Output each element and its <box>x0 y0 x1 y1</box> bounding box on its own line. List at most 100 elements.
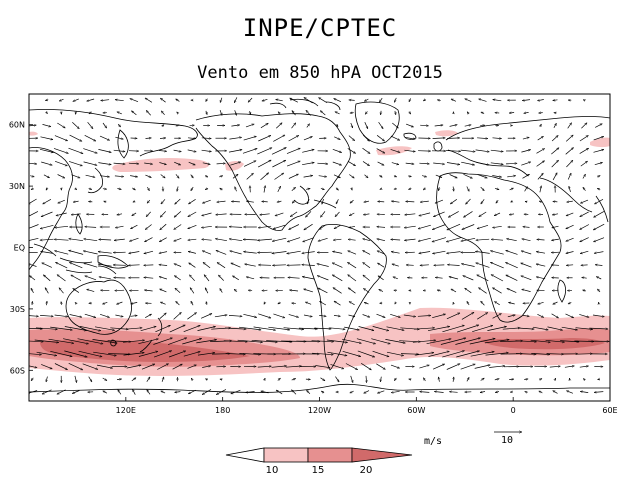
wind-vector <box>73 201 79 202</box>
wind-vector <box>395 110 396 115</box>
wind-vector <box>363 239 371 242</box>
wind-vector <box>580 161 588 167</box>
wind-vector <box>68 161 82 165</box>
wind-vector <box>161 199 166 204</box>
wind-vector <box>451 288 457 293</box>
wind-vector <box>260 214 270 215</box>
wind-vector <box>202 199 211 203</box>
wind-vector <box>29 237 39 241</box>
coast-madagascar <box>557 279 566 303</box>
wind-vector <box>145 138 152 139</box>
wind-vector <box>567 123 572 129</box>
wind-vector <box>248 97 253 102</box>
wind-vector <box>218 275 224 281</box>
wind-vector <box>419 163 429 164</box>
wind-vector <box>522 137 529 140</box>
wind-vector <box>188 239 197 240</box>
wind-vector <box>40 136 54 140</box>
wind-vector <box>335 376 340 382</box>
wind-vector <box>175 288 181 294</box>
wind-vector <box>53 148 69 153</box>
wind-vector <box>566 212 574 217</box>
wind-vector <box>201 225 212 227</box>
wind-vector <box>463 211 473 218</box>
wind-vector <box>115 100 124 101</box>
wind-vector <box>117 390 122 395</box>
wind-vector <box>39 148 54 152</box>
wind-vector <box>159 265 168 266</box>
wind-vector <box>31 377 33 381</box>
wind-vector <box>477 274 489 282</box>
wind-vector <box>349 174 354 179</box>
wind-vector <box>302 277 315 280</box>
wind-vector <box>477 138 488 139</box>
wind-vector <box>536 277 546 280</box>
wind-vector <box>317 163 328 164</box>
wind-vector <box>34 339 59 343</box>
wind-vector <box>551 160 559 168</box>
wind-vector <box>490 149 504 151</box>
wind-vector <box>405 163 414 164</box>
coast-japan <box>87 167 103 194</box>
shade-10-15 <box>112 157 210 172</box>
wind-vector <box>551 135 558 142</box>
wind-vector <box>465 287 472 294</box>
wind-vector <box>257 366 272 367</box>
wind-vector <box>50 326 72 330</box>
wind-vector <box>583 187 586 191</box>
wind-vector <box>36 351 57 355</box>
wind-vector <box>303 136 313 141</box>
lat-tick-label: EQ <box>14 244 25 253</box>
wind-vector <box>129 237 139 241</box>
wind-vector <box>405 123 414 127</box>
wind-vector <box>246 392 255 393</box>
wind-vector <box>153 338 172 345</box>
wind-vector <box>494 301 500 306</box>
lat-tick-label: 30N <box>9 182 25 191</box>
wind-vector <box>73 288 80 293</box>
wind-vector <box>560 340 579 342</box>
reference-vector-label: 10 <box>501 435 513 446</box>
wind-vector <box>277 378 281 381</box>
wind-vector <box>332 274 343 282</box>
wind-vector <box>386 326 405 331</box>
wind-vector <box>29 224 39 229</box>
wind-vector <box>305 302 312 305</box>
wind-vector <box>114 176 124 177</box>
wind-vector <box>377 250 385 255</box>
wind-vector <box>418 224 431 229</box>
wind-vector <box>273 224 286 229</box>
wind-vector <box>596 276 602 280</box>
wind-vector <box>160 301 166 305</box>
wind-vector <box>509 113 515 114</box>
wind-vector <box>93 351 116 356</box>
wind-vector <box>117 111 122 115</box>
wind-vector <box>419 212 431 216</box>
wind-vector <box>140 326 157 332</box>
wind-vector <box>68 362 83 371</box>
wind-vector <box>480 125 485 126</box>
wind-vector <box>159 162 166 165</box>
wind-vector <box>594 251 604 254</box>
wind-vector <box>419 251 431 254</box>
wind-vector <box>242 149 257 154</box>
wind-vector <box>43 174 50 179</box>
wind-vector <box>583 290 586 291</box>
wind-vector <box>525 392 528 393</box>
wind-vector <box>349 226 356 227</box>
wind-vector <box>551 313 559 319</box>
wind-vector <box>306 199 310 204</box>
wind-vector <box>435 277 443 278</box>
wind-vector <box>442 351 464 358</box>
wind-vector <box>126 365 141 369</box>
wind-vector <box>104 200 107 202</box>
wind-vector <box>275 123 282 129</box>
wind-vector <box>502 328 521 330</box>
wind-vector <box>160 98 166 103</box>
wind-vector <box>506 239 517 242</box>
wind-vector <box>350 113 354 114</box>
wind-vector <box>153 351 172 358</box>
wind-vector <box>77 338 104 344</box>
wind-vector <box>228 315 242 316</box>
wind-vector <box>197 327 216 331</box>
